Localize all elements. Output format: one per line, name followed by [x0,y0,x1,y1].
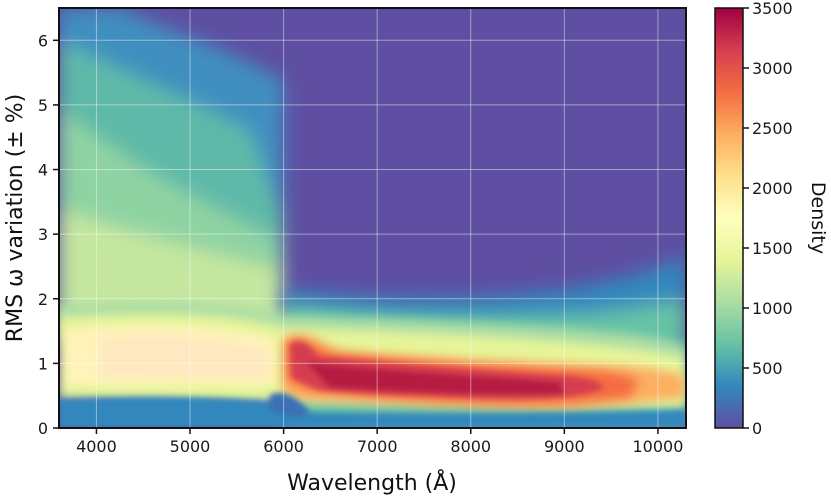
colorbar-tick-label: 3000 [752,59,793,78]
colorbar-tick-label: 2500 [752,119,793,138]
x-tick-label: 5000 [170,437,211,456]
y-axis-title: RMS ω variation (± %) [3,94,28,342]
colorbar-frame [714,7,744,429]
x-axis: 4000 5000 6000 7000 8000 9000 10000 [76,428,683,456]
heatmap-ridge-core [290,341,605,399]
y-tick-label: 3 [38,225,48,244]
y-tick-label: 4 [38,161,48,180]
y-tick-label: 5 [38,96,48,115]
heatmap-bottom-strip [59,392,686,428]
colorbar: 0 500 1000 1500 2000 2500 3000 3500 Density [714,0,829,438]
colorbar-tick-label: 1500 [752,239,793,258]
colorbar-tick-label: 500 [752,359,783,378]
colorbar-ticks: 0 500 1000 1500 2000 2500 3000 3500 [743,0,793,438]
colorbar-tick-label: 0 [752,419,762,438]
y-tick-label: 6 [38,31,48,50]
colorbar-tick-label: 3500 [752,0,793,18]
colorbar-title: Density [807,182,829,254]
x-tick-label: 7000 [357,437,398,456]
heatmap-area: 4000 5000 6000 7000 8000 9000 10000 0 1 2 3 4 5 6 [38,7,687,456]
y-tick-label: 2 [38,290,48,309]
colorbar-tick-label: 2000 [752,179,793,198]
plot-frame [58,7,687,429]
x-tick-label: 8000 [450,437,491,456]
x-tick-label: 6000 [263,437,304,456]
x-tick-label: 4000 [76,437,117,456]
x-tick-label: 10000 [632,437,683,456]
colorbar-gradient [715,8,743,428]
y-axis: 0 1 2 3 4 5 6 [38,31,59,438]
y-tick-label: 0 [38,419,48,438]
colorbar-tick-label: 1000 [752,299,793,318]
y-tick-label: 1 [38,354,48,373]
x-axis-title: Wavelength (Å) [287,469,457,496]
x-tick-label: 9000 [544,437,585,456]
